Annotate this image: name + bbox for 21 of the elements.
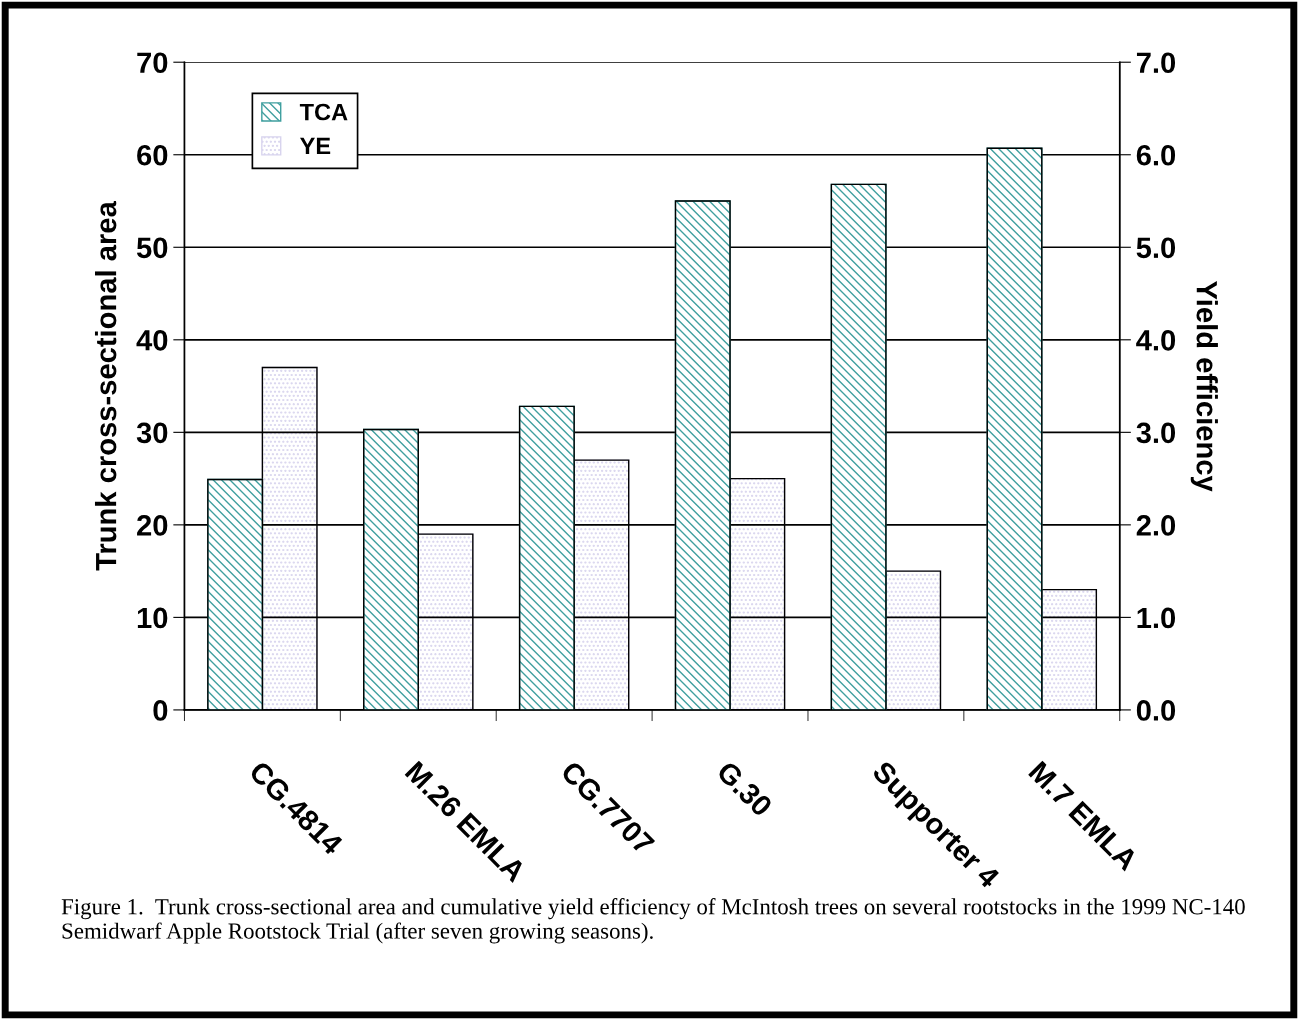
y2-tick-label: 4.0 (1136, 330, 1176, 351)
y-tick-label: 70 (137, 52, 168, 74)
y2-tick-label: 3.0 (1136, 422, 1176, 444)
legend-label: TCA (299, 103, 348, 121)
y2-tick-label: 5.0 (1136, 237, 1176, 259)
y-tick-label: 50 (136, 237, 168, 259)
y2-tick-label: 6.0 (1136, 144, 1176, 166)
legend-label: YE (300, 137, 331, 155)
y-axis-title: Trunk cross-sectional area (94, 201, 117, 571)
y2-axis-title: Yield efficiency (1190, 280, 1218, 492)
y-tick-label: 10 (137, 607, 168, 629)
y-tick-label: 30 (136, 422, 168, 444)
y-tick-label: 60 (137, 144, 168, 166)
y-tick-label: 40 (136, 330, 168, 351)
y2-tick-label: 2.0 (1136, 515, 1176, 536)
y2-tick-label: 7.0 (1136, 52, 1176, 74)
y-tick-label: 0 (153, 700, 168, 721)
y2-tick-label: 1.0 (1137, 607, 1176, 629)
caption: Figure 1. Trunk cross-sectional area and cumulative yield efficiency of McIntosh trees on several rootstocks in the 1999 NC-140 Semidwarf Apple Rootstock Trial (after seven growing seasons). (61, 898, 1245, 944)
y2-tick-label: 0.0 (1136, 700, 1176, 721)
y-tick-label: 20 (137, 515, 168, 536)
